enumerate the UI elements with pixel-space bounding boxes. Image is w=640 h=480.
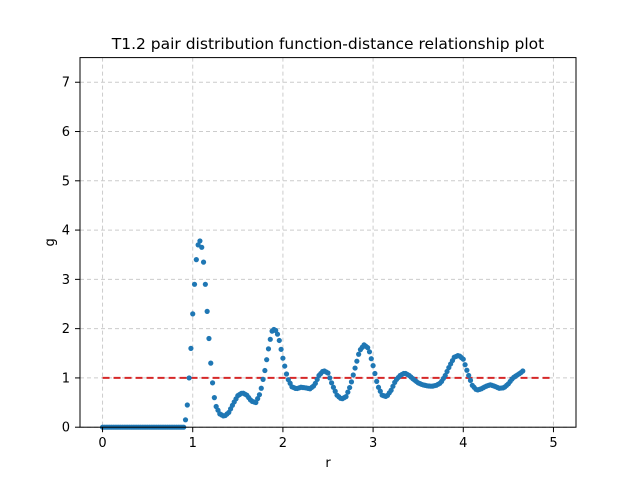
data-point	[350, 372, 356, 378]
data-point	[206, 335, 212, 342]
data-point	[191, 281, 198, 287]
data-point	[283, 371, 290, 377]
data-point	[372, 370, 378, 377]
y-tick-label: 7	[62, 76, 70, 91]
data-point	[352, 365, 358, 371]
data-point	[190, 311, 196, 317]
data-point	[460, 356, 466, 362]
data-point	[253, 399, 259, 406]
data-point	[208, 360, 214, 366]
x-tick-label: 1	[189, 436, 197, 451]
data-point	[258, 385, 264, 391]
data-point	[464, 367, 470, 373]
data-point	[255, 396, 261, 402]
data-point	[184, 402, 190, 408]
data-point	[348, 379, 355, 385]
data-point	[466, 372, 472, 379]
data-point	[211, 395, 217, 401]
y-axis-label: g	[43, 238, 58, 246]
y-tick-label: 6	[62, 125, 70, 140]
data-point	[262, 367, 268, 374]
data-point	[467, 377, 474, 383]
data-point	[256, 392, 263, 398]
data-point	[329, 380, 335, 386]
data-point	[202, 281, 208, 287]
data-point	[264, 357, 270, 363]
data-point	[260, 376, 266, 382]
data-point	[343, 394, 349, 400]
data-point	[368, 356, 374, 362]
x-axis-label: r	[325, 456, 331, 471]
data-point	[442, 372, 448, 379]
plot-frame	[79, 57, 577, 428]
x-ticks: 0 1 2 3 4 5	[98, 427, 558, 451]
data-point	[345, 389, 351, 395]
y-tick-label: 5	[62, 174, 70, 189]
data-point	[193, 257, 199, 263]
data-point	[209, 380, 216, 386]
x-tick-label: 0	[98, 436, 106, 451]
data-point	[365, 345, 371, 351]
y-tick-label: 2	[62, 322, 70, 337]
data-point	[312, 380, 318, 386]
x-tick-label: 4	[459, 436, 467, 451]
data-points-layer	[99, 238, 526, 430]
y-ticks: 0 1 2 3 4 5 6 7	[62, 76, 80, 436]
x-tick-label: 5	[549, 436, 557, 451]
data-point	[462, 362, 468, 368]
data-point	[188, 345, 194, 351]
data-point	[197, 238, 203, 244]
data-point	[199, 244, 205, 250]
y-tick-label: 4	[62, 224, 70, 239]
data-point	[390, 383, 396, 389]
data-point	[325, 370, 331, 376]
y-tick-label: 0	[62, 421, 70, 436]
data-point	[265, 346, 272, 352]
data-point	[366, 349, 373, 355]
data-point	[327, 375, 333, 381]
data-point	[314, 376, 320, 382]
data-point	[280, 355, 286, 361]
data-point	[332, 388, 338, 394]
data-point	[186, 375, 192, 381]
data-point	[356, 351, 362, 357]
data-point	[520, 368, 526, 374]
y-tick-label: 1	[62, 371, 70, 386]
data-point	[276, 337, 282, 344]
data-point	[377, 388, 383, 394]
data-point	[330, 384, 337, 390]
data-point	[347, 384, 353, 391]
data-point	[282, 363, 288, 369]
data-point	[354, 358, 360, 364]
data-point	[200, 259, 207, 265]
data-point	[204, 308, 210, 314]
data-point	[370, 363, 376, 369]
chart-title: T1.2 pair distribution function-distance…	[111, 35, 545, 53]
data-point	[182, 417, 189, 423]
data-point	[374, 378, 380, 384]
data-point	[278, 346, 284, 352]
data-point	[274, 331, 281, 337]
y-tick-label: 3	[62, 273, 70, 288]
data-point	[444, 368, 450, 375]
data-point	[388, 387, 394, 393]
data-point	[375, 384, 382, 390]
x-tick-label: 3	[369, 436, 377, 451]
x-tick-label: 2	[279, 436, 287, 451]
data-point	[267, 336, 273, 342]
